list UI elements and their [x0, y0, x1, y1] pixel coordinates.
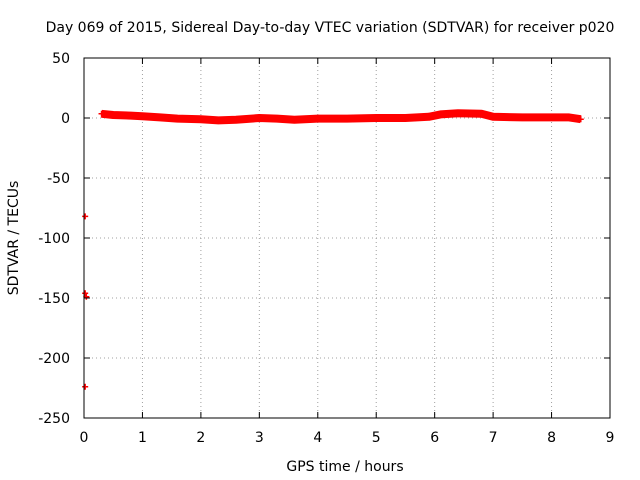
series-layer [82, 109, 584, 390]
x-tick-label: 1 [138, 430, 147, 446]
data-point [490, 113, 497, 120]
x-tick-label: 6 [430, 430, 439, 446]
y-tick-label: -250 [38, 411, 70, 427]
y-axis-label: SDTVAR / TECUs [6, 181, 22, 296]
data-point [156, 114, 163, 121]
outlier-point [82, 290, 89, 297]
outlier-point [82, 383, 89, 390]
x-axis-label: GPS time / hours [286, 459, 403, 475]
data-point [314, 115, 321, 122]
x-tick-label: 5 [372, 430, 381, 446]
data-point [98, 110, 105, 117]
data-point [291, 116, 298, 123]
grid-layer [84, 58, 610, 418]
data-point [425, 113, 432, 120]
data-point [566, 114, 573, 121]
chart-title: Day 069 of 2015, Sidereal Day-to-day VTE… [46, 20, 615, 36]
data-point [437, 111, 444, 118]
y-tick-label: 0 [61, 111, 70, 127]
data-point [478, 110, 485, 117]
data-point [548, 114, 555, 121]
data-point [273, 115, 280, 122]
x-tick-label: 3 [255, 430, 264, 446]
data-point [174, 115, 181, 122]
data-point [256, 115, 263, 121]
y-tick-label: 50 [52, 51, 70, 67]
y-tick-label: -150 [38, 291, 70, 307]
x-tick-label: 4 [313, 430, 322, 446]
outlier-point [82, 213, 89, 220]
y-tick-label: -200 [38, 351, 70, 367]
y-tick-label: -50 [47, 171, 70, 187]
data-point [232, 116, 239, 123]
x-tick-label: 9 [606, 430, 615, 446]
data-point [402, 115, 409, 121]
data-point [519, 114, 526, 121]
data-point [455, 110, 462, 117]
plot-frame [83, 57, 611, 419]
tick-layer: 0 1 2 3 4 5 6 7 8 9 50 0 -50 -100 -150 -200 -250 [38, 51, 614, 446]
data-point [127, 112, 134, 119]
x-tick-label: 0 [80, 430, 89, 446]
y-tick-label: -100 [38, 231, 70, 247]
data-point [344, 115, 350, 122]
data-point [197, 116, 204, 123]
data-point [577, 116, 584, 123]
data-point [139, 113, 146, 120]
x-tick-label: 8 [547, 430, 556, 446]
data-point [373, 115, 380, 121]
x-tick-label: 7 [489, 430, 498, 446]
data-point [110, 112, 117, 118]
x-tick-label: 2 [196, 430, 205, 446]
data-point [215, 117, 222, 124]
series-band [101, 109, 582, 125]
